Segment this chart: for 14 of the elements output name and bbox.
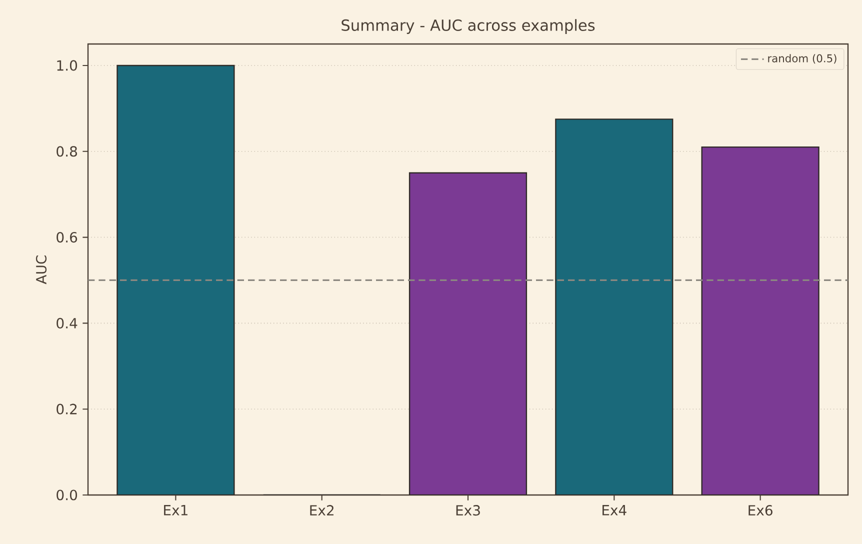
x-tick-label: Ex1 bbox=[164, 505, 188, 516]
y-tick-label: 0.0 bbox=[56, 490, 78, 500]
y-tick-label: 0.6 bbox=[56, 232, 78, 243]
x-tick-label: Ex6 bbox=[748, 505, 772, 516]
legend-label: random (0.5) bbox=[768, 54, 836, 64]
x-tick-label: Ex2 bbox=[310, 505, 334, 516]
x-tick-label: Ex3 bbox=[456, 505, 480, 516]
y-tick-label: 0.4 bbox=[56, 318, 78, 328]
chart-title: Summary - AUC across examples bbox=[342, 19, 595, 34]
y-tick-label: 0.2 bbox=[56, 404, 77, 414]
y-axis-title: AUC bbox=[36, 255, 47, 284]
y-tick-label: 0.8 bbox=[56, 146, 77, 157]
x-tick-label: Ex4 bbox=[602, 505, 626, 516]
y-tick-label: 1.0 bbox=[57, 60, 78, 71]
